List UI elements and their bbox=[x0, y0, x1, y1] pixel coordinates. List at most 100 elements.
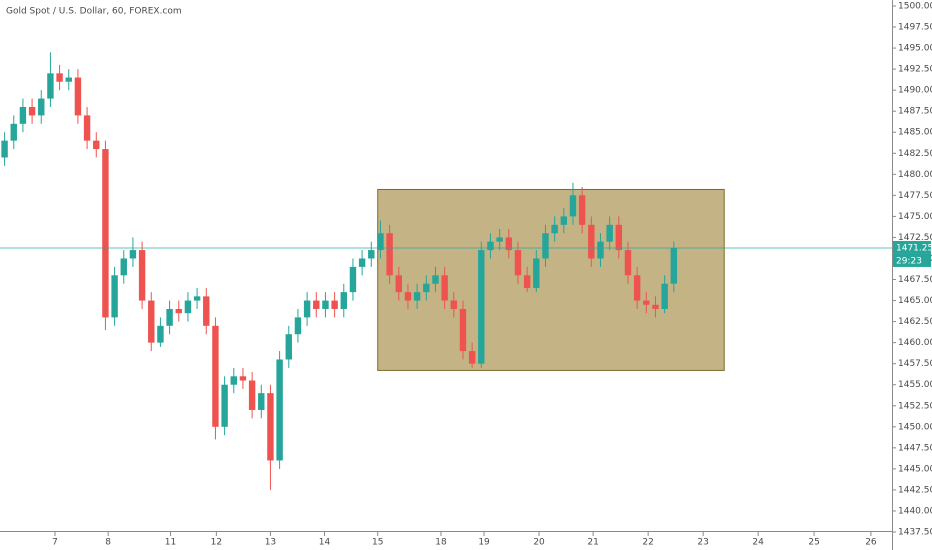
y-tick-label: 1455.00 bbox=[898, 380, 932, 390]
countdown-box bbox=[893, 253, 931, 267]
candle-body bbox=[74, 77, 82, 116]
candle-body bbox=[111, 275, 118, 318]
candle-body bbox=[597, 241, 604, 259]
x-tick-label: 26 bbox=[865, 538, 877, 548]
candle-body bbox=[331, 300, 338, 309]
x-tick-label: 7 bbox=[52, 538, 58, 548]
y-tick-label: 1440.00 bbox=[898, 506, 932, 516]
candle-body bbox=[569, 195, 577, 217]
y-tick-label: 1467.50 bbox=[898, 275, 932, 285]
candle-body bbox=[661, 283, 668, 309]
candle-body bbox=[120, 258, 127, 276]
candle-body bbox=[496, 237, 503, 242]
x-tick-label: 8 bbox=[105, 538, 111, 548]
chart-title: Gold Spot / U.S. Dollar, 60, FOREX.com bbox=[6, 7, 182, 17]
y-tick-label: 1465.00 bbox=[898, 296, 932, 306]
y-tick-label: 1485.00 bbox=[898, 128, 932, 138]
candle-body bbox=[551, 224, 558, 234]
candle-body bbox=[10, 123, 17, 141]
y-tick-label: 1487.50 bbox=[898, 107, 932, 117]
y-tick-label: 1472.50 bbox=[898, 233, 932, 243]
candle-body bbox=[459, 308, 467, 352]
y-tick-label: 1500.00 bbox=[898, 2, 932, 12]
candle-body bbox=[267, 393, 274, 461]
candle-body bbox=[175, 308, 182, 314]
x-tick-label: 14 bbox=[319, 538, 331, 548]
candle-body bbox=[432, 275, 439, 284]
x-tick-label: 15 bbox=[372, 538, 383, 548]
candle-body bbox=[38, 98, 45, 116]
candle-body bbox=[468, 351, 476, 364]
candle-body bbox=[19, 106, 27, 124]
candle-body bbox=[56, 73, 63, 82]
x-tick-label: 12 bbox=[211, 538, 222, 548]
candle-body bbox=[514, 250, 522, 276]
candle-body bbox=[65, 77, 72, 82]
candle-body bbox=[258, 393, 265, 410]
y-tick-label: 1495.00 bbox=[898, 44, 932, 54]
candle-body bbox=[450, 300, 458, 309]
candle-body bbox=[102, 149, 109, 318]
candle-body bbox=[138, 250, 146, 301]
x-tick-label: 20 bbox=[533, 538, 545, 548]
y-tick-label: 1450.00 bbox=[898, 422, 932, 432]
candle-body bbox=[615, 224, 623, 251]
x-tick-label: 19 bbox=[478, 538, 490, 548]
y-tick-label: 1437.50 bbox=[898, 528, 932, 538]
candle-body bbox=[670, 247, 678, 284]
candle-body bbox=[624, 250, 632, 276]
y-tick-label: 1492.50 bbox=[898, 65, 932, 75]
candle-body bbox=[349, 266, 357, 293]
candle-body bbox=[533, 258, 540, 288]
y-tick-label: 1462.50 bbox=[898, 317, 932, 327]
y-tick-label: 1475.00 bbox=[898, 212, 932, 222]
candle-body bbox=[542, 233, 549, 259]
candle-body bbox=[523, 275, 531, 288]
last-price-box bbox=[893, 240, 931, 254]
candle-body bbox=[212, 325, 219, 427]
candle-body bbox=[368, 250, 375, 259]
candle-body bbox=[83, 115, 91, 141]
candle-body bbox=[193, 296, 201, 301]
candle-body bbox=[93, 140, 100, 150]
y-tick-label: 1477.50 bbox=[898, 191, 932, 201]
candle-body bbox=[505, 237, 513, 251]
candle-body bbox=[230, 376, 237, 385]
y-tick-label: 1442.50 bbox=[898, 485, 932, 495]
x-tick-label: 23 bbox=[697, 538, 708, 548]
candle-body bbox=[129, 250, 137, 259]
plot bbox=[0, 52, 892, 490]
candle-body bbox=[633, 275, 641, 301]
candle-body bbox=[294, 317, 302, 335]
y-tick-label: 1480.00 bbox=[898, 170, 932, 180]
x-tick-label: 13 bbox=[265, 538, 276, 548]
candle-body bbox=[588, 224, 595, 259]
x-tick-label: 21 bbox=[587, 538, 598, 548]
candle-body bbox=[1, 140, 8, 158]
candle-body bbox=[184, 300, 192, 314]
x-tick-label: 22 bbox=[642, 538, 653, 548]
candle-body bbox=[276, 359, 283, 461]
candle-body bbox=[285, 334, 292, 360]
candle-body bbox=[478, 250, 485, 364]
candle-body bbox=[386, 233, 393, 276]
candle-body bbox=[377, 233, 384, 251]
candle-body bbox=[313, 300, 320, 309]
x-tick-label: 25 bbox=[808, 538, 819, 548]
candle-body bbox=[413, 292, 421, 301]
countdown-label: 29:23 bbox=[896, 256, 922, 266]
y-tick-label: 1457.50 bbox=[898, 359, 932, 369]
x-tick-label: 18 bbox=[435, 538, 447, 548]
candle-body bbox=[239, 376, 247, 381]
x-tick-label: 24 bbox=[752, 538, 764, 548]
candle-body bbox=[423, 283, 430, 293]
candle-body bbox=[322, 300, 329, 309]
candle-body bbox=[28, 106, 36, 116]
candle-body bbox=[166, 308, 173, 326]
x-tick-label: 11 bbox=[165, 538, 176, 548]
candle-body bbox=[148, 300, 155, 343]
y-tick-label: 1497.50 bbox=[898, 23, 932, 33]
candle-body bbox=[643, 300, 650, 305]
